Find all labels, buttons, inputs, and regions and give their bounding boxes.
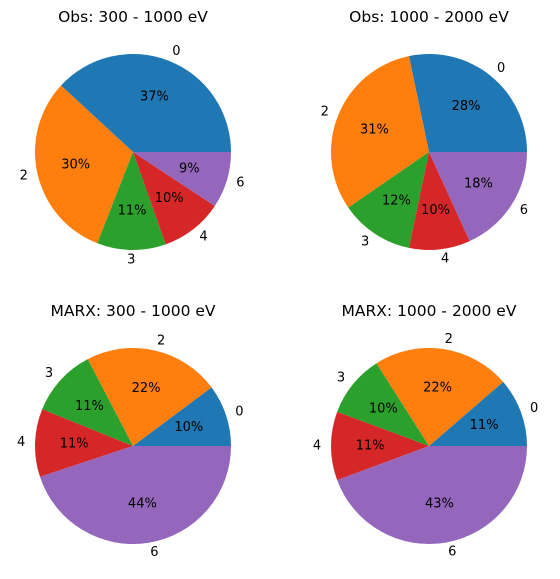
slice-label: 6 — [236, 175, 244, 190]
slice-label: 2 — [321, 104, 329, 119]
pie-slice-6 — [429, 152, 527, 242]
slice-percent: 18% — [464, 176, 493, 191]
pie-slice-2 — [331, 56, 429, 208]
slice-percent: 22% — [132, 381, 161, 396]
slice-percent: 11% — [60, 437, 89, 452]
pie-slice-4 — [408, 152, 470, 250]
pie-slice-2 — [35, 85, 133, 244]
slice-percent: 12% — [382, 193, 411, 208]
slice-label: 2 — [157, 333, 165, 348]
chart-title: MARX: 300 - 1000 eV — [50, 302, 215, 320]
pie-slice-6 — [133, 152, 231, 206]
slice-percent: 11% — [356, 439, 385, 454]
slice-percent: 31% — [360, 123, 389, 138]
slice-label: 3 — [361, 234, 369, 249]
slice-label: 0 — [497, 61, 505, 76]
slice-label: 0 — [235, 405, 243, 420]
slice-label: 6 — [448, 545, 456, 560]
slice-label: 3 — [127, 252, 135, 267]
slice-percent: 10% — [174, 420, 203, 435]
slice-percent: 22% — [423, 380, 452, 395]
chart-title: Obs: 300 - 1000 eV — [58, 8, 208, 26]
pie-slice-4 — [34, 409, 133, 477]
chart-title: Obs: 1000 - 2000 eV — [349, 8, 509, 26]
slice-label: 6 — [150, 545, 158, 560]
slice-percent: 30% — [61, 158, 90, 173]
slice-percent: 9% — [179, 161, 200, 176]
slice-label: 4 — [313, 439, 321, 454]
slice-label: 4 — [17, 435, 25, 450]
slice-percent: 44% — [128, 497, 157, 512]
slice-percent: 10% — [369, 402, 398, 417]
slice-label: 3 — [45, 366, 53, 381]
pie-slice-4 — [330, 411, 429, 481]
pie-slice-3 — [337, 363, 429, 446]
chart-title: MARX: 1000 - 2000 eV — [342, 302, 517, 320]
slice-label: 3 — [337, 371, 345, 386]
slice-label: 4 — [199, 229, 207, 244]
slice-percent: 28% — [452, 99, 481, 114]
pie-slice-6 — [39, 446, 231, 545]
slice-percent: 11% — [118, 203, 147, 218]
slice-label: 2 — [20, 169, 28, 184]
pie-chart-0: Obs: 300 - 1000 eV 0 37% 2 30% 3 11% 4 10% 6 9% — [20, 8, 245, 267]
slice-percent: 10% — [421, 203, 450, 218]
pie-slice-4 — [133, 152, 215, 245]
slice-percent: 10% — [155, 191, 184, 206]
pie-slice-0 — [408, 54, 527, 153]
slice-percent: 43% — [425, 496, 454, 511]
slice-percent: 37% — [140, 90, 169, 105]
slice-percent: 11% — [470, 418, 499, 433]
pie-slice-0 — [133, 387, 231, 446]
pie-chart-1: Obs: 1000 - 2000 eV 0 28% 2 31% 3 12% 4 10% 6 18% — [321, 8, 528, 267]
pie-slice-3 — [348, 152, 429, 248]
slice-label: 2 — [445, 332, 453, 347]
pie-chart-3: MARX: 1000 - 2000 eV 0 11% 2 22% 3 10% 4 11% 6 43% — [313, 302, 538, 560]
pie-slice-3 — [42, 359, 133, 446]
slice-percent: 11% — [75, 399, 104, 414]
slice-label: 0 — [530, 401, 538, 416]
pie-slice-6 — [337, 446, 527, 545]
slice-label: 4 — [441, 252, 449, 267]
pie-slice-3 — [97, 152, 166, 251]
slice-label: 6 — [520, 203, 528, 218]
pie-slice-2 — [87, 347, 212, 446]
pie-slice-0 — [429, 381, 527, 446]
slice-label: 0 — [172, 44, 180, 59]
pie-slice-2 — [376, 347, 504, 446]
pie-chart-2: MARX: 300 - 1000 eV 0 10% 2 22% 3 11% 4 11% 6 44% — [17, 302, 244, 560]
pie-slice-0 — [60, 53, 232, 152]
